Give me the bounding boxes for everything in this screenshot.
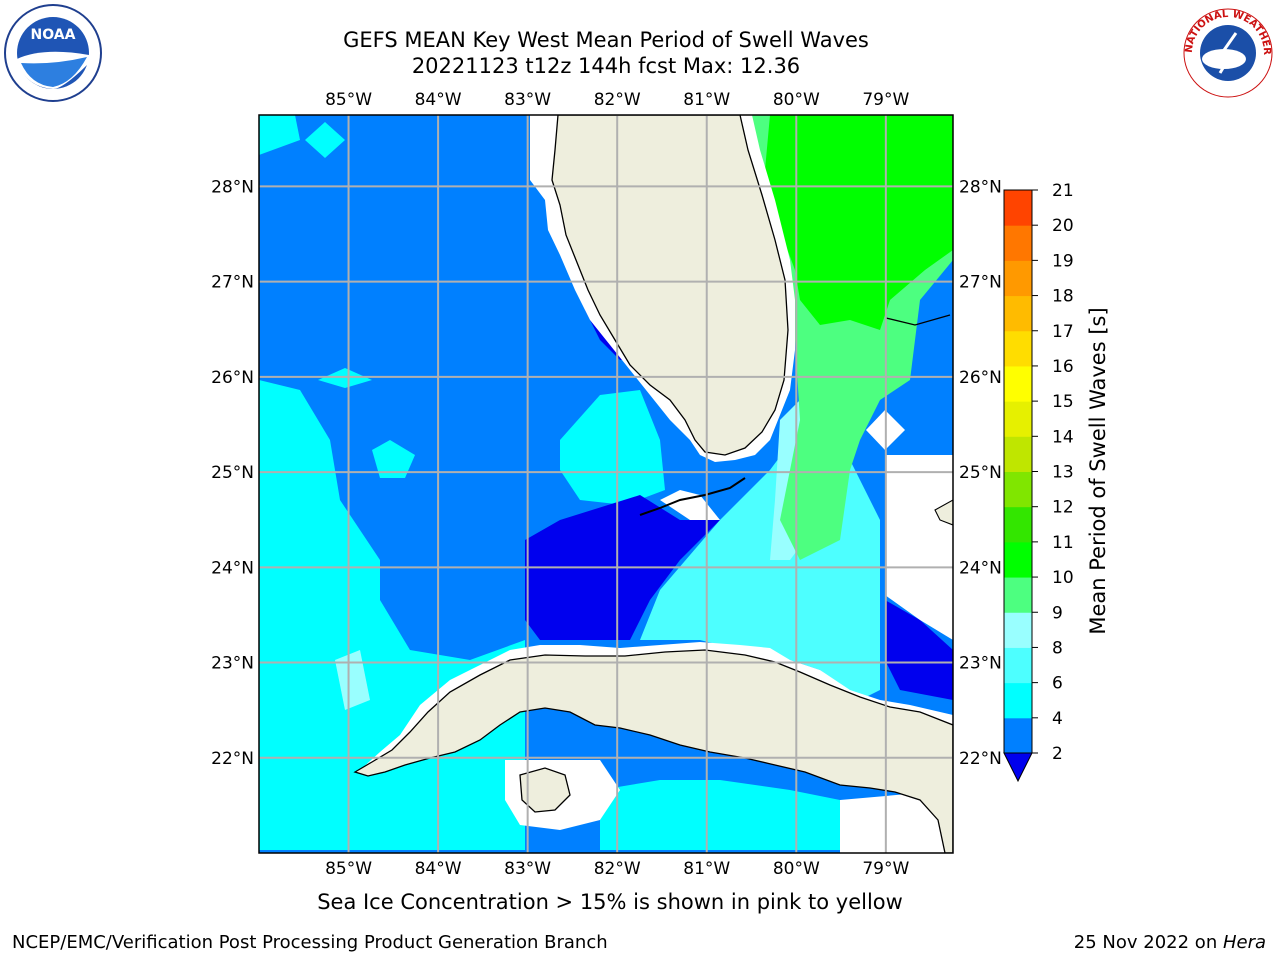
swell-field-cyan-patch xyxy=(372,440,415,478)
colorbar-segment-7 xyxy=(1004,471,1032,508)
lat-label-right-0: 28°N xyxy=(959,177,1002,197)
footer-host: Hera xyxy=(1222,932,1266,953)
lon-label-top-6: 79°W xyxy=(862,90,909,110)
gridlines xyxy=(259,115,953,853)
cuba-land xyxy=(353,649,953,853)
colorbar-label-0: 2 xyxy=(1052,744,1063,764)
colorbar-label-10: 15 xyxy=(1052,392,1074,412)
colorbar-label-13: 18 xyxy=(1052,287,1074,307)
colorbar-label-3: 8 xyxy=(1052,638,1063,658)
swell-field-cyan-patch-2 xyxy=(318,368,372,388)
lat-label-right-2: 26°N xyxy=(959,368,1002,388)
swell-field-deep-east xyxy=(885,600,953,700)
lon-label-bottom-0: 85°W xyxy=(325,859,372,879)
lat-label-right-3: 25°N xyxy=(959,463,1002,483)
lon-label-bottom-2: 83°W xyxy=(504,859,551,879)
colorbar-segment-11 xyxy=(1004,330,1032,367)
lat-label-left-4: 24°N xyxy=(211,558,254,578)
colorbar-label-14: 19 xyxy=(1052,251,1074,271)
lon-label-bottom-4: 81°W xyxy=(683,859,730,879)
colorbar-segment-3 xyxy=(1004,612,1032,648)
colorbar-segment-12 xyxy=(1004,295,1032,332)
lon-label-bottom-6: 79°W xyxy=(862,859,909,879)
colorbar-segment-13 xyxy=(1004,260,1032,297)
colorbar-segment-14 xyxy=(1004,225,1032,261)
lat-label-left-1: 27°N xyxy=(211,273,254,293)
axis-tick-labels: 85°W 85°W 84°W 84°W 83°W 83°W 82°W 82°W 81°W 81°W… xyxy=(211,90,1002,879)
lon-label-top-0: 85°W xyxy=(325,90,372,110)
lat-label-right-5: 23°N xyxy=(959,654,1002,674)
bahamas-island xyxy=(934,499,953,526)
lon-label-top-2: 83°W xyxy=(504,90,551,110)
footer-credit: NCEP/EMC/Verification Post Processing Pr… xyxy=(12,932,608,953)
florida-keys xyxy=(639,477,746,516)
colorbar-segment-10 xyxy=(1004,365,1032,402)
footnote: Sea Ice Concentration > 15% is shown in … xyxy=(317,890,903,914)
lat-label-left-2: 26°N xyxy=(211,368,254,388)
colorbar-label-5: 10 xyxy=(1052,568,1074,588)
no-data-bahamas xyxy=(885,455,953,640)
lat-label-right-1: 27°N xyxy=(959,273,1002,293)
footer-date-text: 25 Nov 2022 on xyxy=(1073,932,1223,953)
lon-label-bottom-1: 84°W xyxy=(415,859,462,879)
colorbar-label-15: 20 xyxy=(1052,216,1074,236)
lat-label-left-3: 25°N xyxy=(211,463,254,483)
colorbar-segment-9 xyxy=(1004,401,1032,437)
swell-field-cyan-central xyxy=(560,390,665,505)
lat-label-left-5: 23°N xyxy=(211,654,254,674)
colorbar: 2 4 6 8 9 10 11 12 13 14 15 16 17 18 19 20 21 Mean Period… xyxy=(1003,181,1110,783)
swell-field-pale-west xyxy=(335,650,370,710)
lat-label-right-6: 22°N xyxy=(959,749,1002,769)
colorbar-label-6: 11 xyxy=(1052,533,1074,553)
colorbar-label-8: 13 xyxy=(1052,463,1074,483)
title-line-2: 20221123 t12z 144h fcst Max: 12.36 xyxy=(411,54,801,78)
lon-label-bottom-3: 82°W xyxy=(594,859,641,879)
swell-field-cyan-patch-3 xyxy=(305,122,345,158)
isla-juventud-land xyxy=(519,767,571,813)
swell-field-green xyxy=(765,115,953,330)
bahamas-coast xyxy=(885,314,951,326)
footer-date: 25 Nov 2022 on Hera xyxy=(1074,932,1266,953)
lon-label-top-1: 84°W xyxy=(415,90,462,110)
title-line-1: GEFS MEAN Key West Mean Period of Swell … xyxy=(343,28,869,52)
swell-field-cyan-patch-4 xyxy=(259,115,300,155)
swell-field-cyan-south xyxy=(600,780,840,850)
colorbar-title: Mean Period of Swell Waves [s] xyxy=(1086,307,1110,634)
florida-land xyxy=(551,115,789,456)
lon-label-top-3: 82°W xyxy=(594,90,641,110)
colorbar-label-7: 12 xyxy=(1052,498,1074,518)
colorbar-segment-2 xyxy=(1004,647,1032,684)
colorbar-label-11: 16 xyxy=(1052,357,1074,377)
colorbar-segment-5 xyxy=(1004,541,1032,578)
no-data-keys xyxy=(660,490,720,520)
colorbar-segment-1 xyxy=(1004,682,1032,719)
lon-label-top-4: 81°W xyxy=(683,90,730,110)
colorbar-segment-15 xyxy=(1004,190,1032,226)
lat-label-left-6: 22°N xyxy=(211,749,254,769)
colorbar-segment-4 xyxy=(1004,577,1032,613)
lat-label-right-4: 24°N xyxy=(959,558,1002,578)
colorbar-label-16: 21 xyxy=(1052,181,1074,201)
map-plot-area xyxy=(259,115,953,853)
colorbar-label-12: 17 xyxy=(1052,322,1074,342)
colorbar-segment-8 xyxy=(1004,436,1032,472)
colorbar-segment-6 xyxy=(1004,506,1032,543)
lon-label-top-5: 80°W xyxy=(773,90,820,110)
colorbar-label-2: 6 xyxy=(1052,674,1063,694)
colorbar-label-9: 14 xyxy=(1052,427,1074,447)
colorbar-segment-0 xyxy=(1004,717,1032,754)
nws-logo: NATIONAL WEATHER SERVICE xyxy=(1178,3,1273,98)
colorbar-label-1: 4 xyxy=(1052,709,1063,729)
noaa-logo-text: NOAA xyxy=(31,27,76,43)
lat-label-left-0: 28°N xyxy=(211,177,254,197)
noaa-logo: NOAA xyxy=(4,4,102,102)
colorbar-label-4: 9 xyxy=(1052,603,1063,623)
colorbar-extend-min xyxy=(1003,752,1033,783)
lon-label-bottom-5: 80°W xyxy=(773,859,820,879)
map-frame xyxy=(258,114,954,854)
